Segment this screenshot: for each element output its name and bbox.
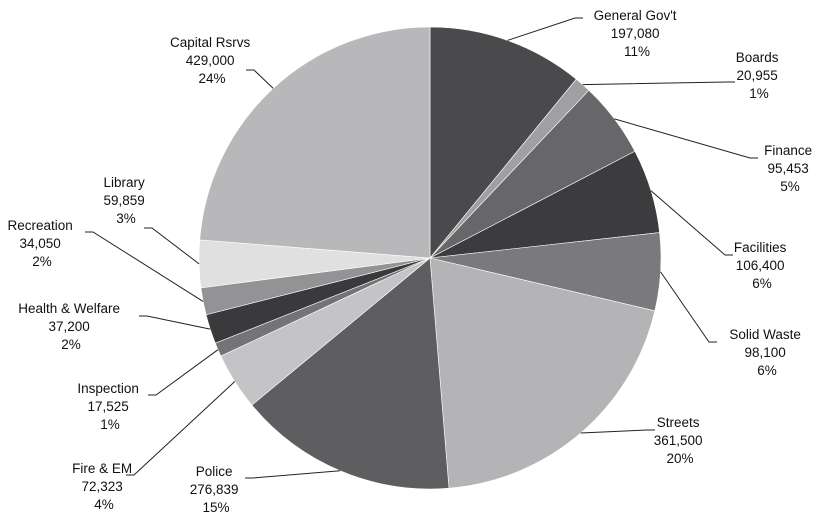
label-general-govt: General Gov't 197,080 11% [594, 8, 681, 59]
label-recreation: Recreation 34,050 2% [7, 218, 76, 269]
label-finance-name: Finance [764, 143, 812, 158]
label-health-welfare-percent: 2% [61, 337, 81, 352]
label-capital-rsrvs-value: 429,000 [186, 53, 235, 68]
leader-boards [582, 81, 735, 86]
label-capital-rsrvs-percent: 24% [198, 71, 225, 86]
slice-streets [429, 257, 656, 489]
leader-general-govt [507, 17, 583, 41]
leader-inspection [148, 349, 219, 396]
leader-fire-em [126, 381, 236, 476]
slice-police [251, 257, 450, 490]
label-inspection-name: Inspection [77, 381, 139, 396]
label-health-welfare-name: Health & Welfare [18, 301, 120, 316]
leader-streets [580, 429, 655, 434]
label-boards-percent: 1% [749, 86, 769, 101]
label-facilities-value: 106,400 [736, 258, 785, 273]
label-solid-waste-value: 98,100 [744, 345, 785, 360]
label-fire-em-name: Fire & EM [72, 461, 132, 476]
label-police-percent: 15% [202, 500, 229, 515]
label-library-percent: 3% [116, 211, 136, 226]
label-streets: Streets 361,500 20% [654, 415, 707, 466]
leader-finance [614, 118, 758, 159]
leader-lines [85, 17, 758, 479]
label-facilities-percent: 6% [752, 276, 772, 291]
leader-capital-rsrvs [246, 69, 274, 89]
label-inspection-value: 17,525 [87, 399, 128, 414]
label-streets-percent: 20% [666, 451, 693, 466]
label-fire-em-percent: 4% [94, 497, 114, 512]
label-library-name: Library [103, 175, 145, 190]
label-health-welfare-value: 37,200 [48, 319, 89, 334]
label-library-value: 59,859 [103, 193, 144, 208]
label-fire-em-value: 72,323 [81, 479, 122, 494]
label-recreation-percent: 2% [32, 254, 52, 269]
label-health-welfare: Health & Welfare 37,200 2% [18, 301, 124, 352]
label-streets-value: 361,500 [654, 433, 703, 448]
label-police-value: 276,839 [190, 482, 239, 497]
label-streets-name: Streets [657, 415, 700, 430]
label-solid-waste: Solid Waste 98,100 6% [729, 327, 804, 378]
leader-recreation [85, 231, 204, 302]
label-facilities: Facilities 106,400 6% [734, 240, 790, 291]
label-finance: Finance 95,453 5% [764, 143, 816, 194]
label-general-govt-name: General Gov't [594, 8, 677, 23]
pie-slices [198, 26, 662, 490]
label-library: Library 59,859 3% [103, 175, 148, 226]
leader-solid-waste [660, 271, 717, 343]
label-capital-rsrvs-name: Capital Rsrvs [170, 35, 251, 50]
label-facilities-name: Facilities [734, 240, 787, 255]
label-solid-waste-name: Solid Waste [729, 327, 801, 342]
label-police-name: Police [196, 464, 233, 479]
label-inspection-percent: 1% [100, 417, 120, 432]
label-fire-em: Fire & EM 72,323 4% [72, 461, 136, 512]
label-general-govt-value: 197,080 [611, 26, 660, 41]
label-boards-name: Boards [736, 50, 779, 65]
label-inspection: Inspection 17,525 1% [77, 381, 142, 432]
leader-facilities [650, 190, 733, 256]
label-recreation-value: 34,050 [19, 236, 60, 251]
label-finance-percent: 5% [780, 179, 800, 194]
label-boards: Boards 20,955 1% [736, 50, 783, 101]
leader-police [245, 470, 341, 479]
label-finance-value: 95,453 [767, 161, 808, 176]
label-boards-value: 20,955 [736, 68, 777, 83]
leader-library [144, 227, 200, 265]
label-solid-waste-percent: 6% [757, 363, 777, 378]
slice-general-gov-t [429, 26, 577, 259]
label-general-govt-percent: 11% [624, 44, 650, 59]
leader-health-welfare [139, 315, 211, 330]
label-capital-rsrvs: Capital Rsrvs 429,000 24% [170, 35, 254, 86]
label-recreation-name: Recreation [7, 218, 72, 233]
label-police: Police 276,839 15% [190, 464, 243, 515]
